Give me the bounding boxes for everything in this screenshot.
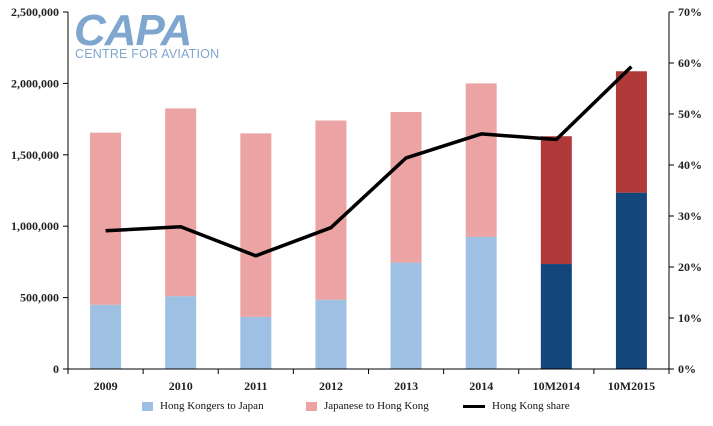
bar-hong-kongers-10M2014 — [540, 264, 572, 369]
left-tick-label: 500,000 — [20, 291, 59, 305]
left-tick-label: 2,500,000 — [11, 5, 59, 19]
x-tick-label: 2011 — [244, 379, 267, 393]
x-tick-label: 2010 — [169, 379, 193, 393]
left-tick-label: 1,000,000 — [11, 219, 59, 233]
x-tick-label: 10M2015 — [608, 379, 655, 393]
right-tick-label: 70% — [678, 5, 702, 19]
bar-japanese-2009 — [90, 132, 122, 305]
logo-wordmark: CAPA — [74, 6, 192, 55]
left-tick-label: 0 — [53, 362, 59, 376]
x-tick-label: 2013 — [394, 379, 418, 393]
right-tick-label: 40% — [678, 158, 702, 172]
x-tick-label: 10M2014 — [533, 379, 580, 393]
legend-swatch-japanese — [306, 401, 317, 411]
bar-japanese-10M2014 — [540, 136, 572, 265]
x-tick-label: 2014 — [469, 379, 493, 393]
legend-item-hong-kongers: Hong Kongers to Japan — [142, 400, 264, 412]
left-tick-label: 2,000,000 — [11, 76, 59, 90]
bar-japanese-2014 — [465, 83, 497, 237]
legend-swatch-hong-kongers — [142, 401, 153, 411]
x-tick-label: 2009 — [94, 379, 118, 393]
logo-tagline: CENTRE FOR AVIATION — [75, 47, 220, 61]
legend-label-hong-kongers: Hong Kongers to Japan — [160, 400, 264, 412]
bar-hong-kongers-2010 — [165, 296, 197, 369]
bar-hong-kongers-2012 — [315, 299, 347, 369]
bar-japanese-10M2015 — [615, 71, 647, 193]
bar-japanese-2012 — [315, 120, 347, 300]
legend: Hong Kongers to Japan Japanese to Hong K… — [0, 400, 713, 422]
x-tick-label: 2012 — [319, 379, 343, 393]
bar-hong-kongers-2013 — [390, 262, 422, 369]
legend-item-hk-share: Hong Kong share — [463, 400, 570, 412]
left-tick-label: 1,500,000 — [11, 148, 59, 162]
right-tick-label: 10% — [678, 311, 702, 325]
right-tick-label: 20% — [678, 260, 702, 274]
bar-hong-kongers-2014 — [465, 236, 497, 369]
bar-japanese-2011 — [240, 133, 272, 317]
right-tick-label: 0% — [678, 362, 696, 376]
line-hong-kong-share — [105, 65, 633, 258]
right-tick-label: 50% — [678, 107, 702, 121]
bar-hong-kongers-2009 — [90, 304, 122, 369]
bar-japanese-2013 — [390, 111, 422, 263]
bar-hong-kongers-2011 — [240, 316, 272, 369]
right-tick-label: 30% — [678, 209, 702, 223]
legend-label-hk-share: Hong Kong share — [492, 400, 570, 412]
legend-item-japanese: Japanese to Hong Kong — [306, 400, 429, 412]
bar-hong-kongers-10M2015 — [615, 192, 647, 369]
right-tick-label: 60% — [678, 56, 702, 70]
legend-swatch-hk-share — [463, 404, 485, 408]
bar-japanese-2010 — [165, 108, 197, 297]
legend-label-japanese: Japanese to Hong Kong — [324, 400, 429, 412]
capa-logo: CAPA CENTRE FOR AVIATION — [74, 6, 234, 67]
